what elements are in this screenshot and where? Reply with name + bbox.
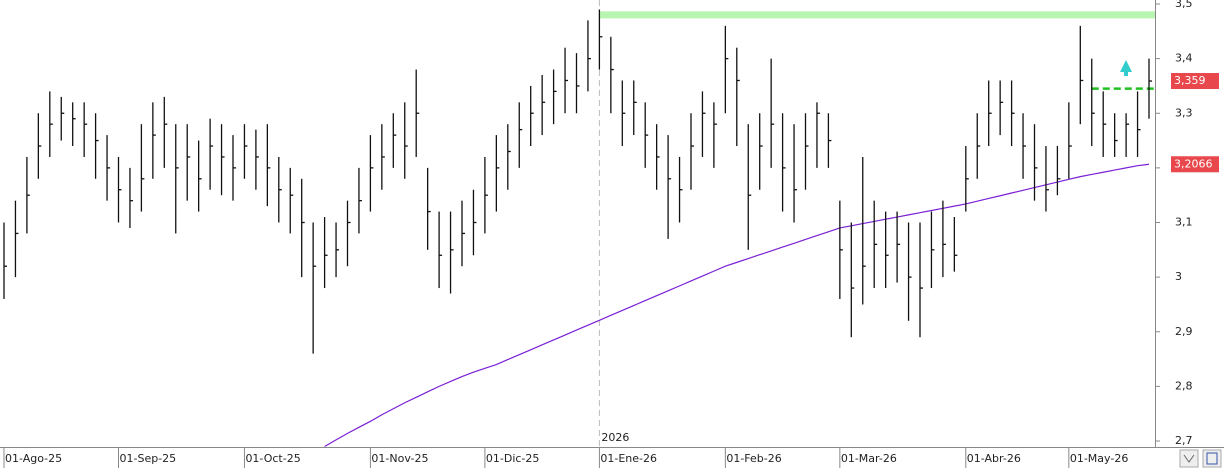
y-tick-label: 3: [1175, 270, 1182, 283]
y-tick-label: 3,1: [1175, 216, 1193, 229]
x-tick-label: 01-Dic-25: [486, 452, 540, 465]
x-tick-label: 01-Feb-26: [726, 452, 781, 465]
price-label: 3,2066: [1174, 157, 1213, 170]
y-tick-label: 3,5: [1175, 0, 1193, 10]
price-label-box: [1171, 73, 1219, 90]
scroll-button[interactable]: [1179, 449, 1199, 468]
scroll-icon: [1183, 454, 1195, 463]
save-icon: [1206, 452, 1218, 465]
price-label-box: [1171, 156, 1219, 173]
x-tick-label: 01-Mar-26: [841, 452, 897, 465]
price-label: 3,359: [1174, 74, 1206, 87]
x-tick-label: 01-Nov-25: [371, 452, 428, 465]
x-tick-label: 01-Sep-25: [120, 452, 177, 465]
x-tick-label: 01-Abr-26: [967, 452, 1021, 465]
up-arrow: [1120, 60, 1132, 76]
y-tick-label: 3,3: [1175, 106, 1193, 119]
x-tick-label: 01-Ene-26: [600, 452, 657, 465]
y-tick-label: 2,9: [1175, 325, 1193, 338]
y-tick-label: 2,7: [1175, 434, 1193, 447]
x-tick-label: 01-Oct-25: [245, 452, 300, 465]
y-tick-label: 3,4: [1175, 52, 1193, 65]
year-marker: 2026: [601, 431, 629, 444]
y-tick-label: 2,8: [1175, 379, 1193, 392]
moving-average: [324, 163, 1150, 447]
x-tick-label: 01-Ago-25: [5, 452, 62, 465]
x-tick-label: 01-May-26: [1070, 452, 1128, 465]
